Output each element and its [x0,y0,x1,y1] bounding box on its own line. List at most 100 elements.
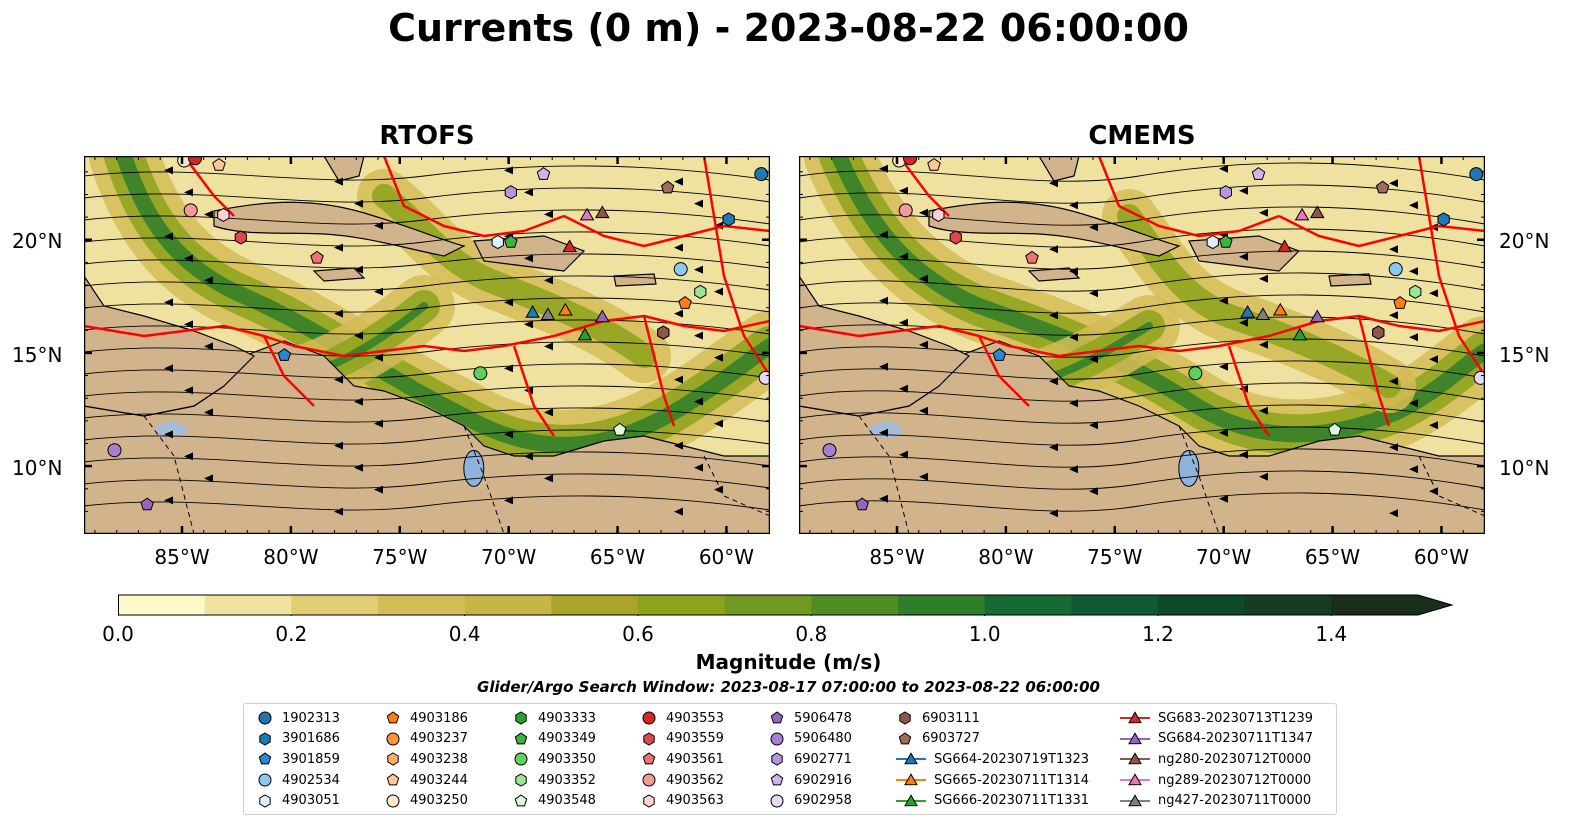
legend-symbol [643,794,655,808]
streamline-arrow [674,375,683,384]
legend-label: 3901859 [282,751,340,767]
marker-4903548 [1328,422,1342,436]
legend-marker [642,773,656,787]
marker-4903563 [932,207,945,222]
legend-label: SG666-20230711T1331 [934,793,1090,809]
streamline-arrow [164,364,173,373]
streamline-arrow [1069,465,1078,474]
marker-4903548 [613,422,627,436]
streamline-arrow [1239,186,1248,195]
streamline-arrow [1089,289,1098,298]
legend-label: 4903563 [666,793,724,809]
legend-entry: 6902958 [766,790,852,811]
streamline [799,228,1485,248]
legend-symbol [386,711,400,724]
marker-ng289-20230712T0000 [579,207,595,221]
legend-entry: ng280-20230712T0000 [1118,749,1313,770]
legend-symbol [642,773,656,787]
marker-4903350 [473,366,488,381]
streamline-arrow [1429,421,1438,430]
streamline-arrow [334,309,343,318]
streamline-arrow [1389,179,1398,188]
streamline-arrow [164,166,173,175]
streamline [799,382,1485,402]
legend-symbol [258,752,272,765]
legend-entry: 4903548 [510,790,596,811]
streamline [84,429,770,445]
streamline-arrow [524,188,533,197]
streamline-arrow [354,199,363,208]
legend-entry: 4903350 [510,749,596,770]
legend-symbol [770,773,784,786]
legend-entry: SG664-20230719T1323 [894,749,1089,770]
figure-title: Currents (0 m) - 2023-08-22 06:00:00 [388,6,1189,50]
legend-marker [386,732,400,746]
map-frame [84,156,770,534]
panel-title-rtofs: RTOFS [379,121,475,151]
streamline-arrow [899,252,908,261]
legend-label: ng280-20230712T0000 [1158,751,1312,767]
legend-label: 4903349 [538,731,596,747]
colorbar-segment [464,595,552,615]
streamline [84,451,770,467]
eez-boundary [382,156,565,238]
streamline [799,404,1485,424]
legend-column: 5906478 5906480 6902771 6902916 6902958 [766,708,852,811]
country-border [463,425,505,534]
marker-3901859 [277,348,292,361]
colorbar-segment [378,595,466,615]
legend-marker [904,793,918,806]
streamline [84,495,770,511]
legend-label: 5906480 [794,731,852,747]
marker-5906480 [822,443,837,458]
eez-boundary [183,156,235,217]
rtofs-current-map [84,156,770,534]
legend-label: 4903548 [538,793,596,809]
lon-tick-label: 65°W [1304,545,1361,569]
streamline-arrow [899,384,908,393]
streamline-arrow [544,342,553,351]
legend-marker [643,794,655,808]
current-jet-band [372,184,656,368]
marker-SG684-20230711T1347 [594,309,610,323]
legend-label: 4903562 [666,772,724,788]
legend-entry: 6903111 [894,708,1089,729]
lon-tick-label: 80°W [263,545,319,569]
legend-label: 4902534 [282,772,340,788]
marker-4903244 [927,157,941,171]
legend-symbol [386,794,400,808]
legend-marker [515,711,527,725]
streamline-arrow [919,340,928,349]
streamline-arrow [524,254,533,263]
legend-entry: 4903559 [638,729,724,750]
colorbar-extend-arrow [1418,595,1452,615]
legend-symbol [387,752,399,767]
streamline [84,297,770,313]
streamline-arrow [1389,311,1398,320]
streamline-arrow [334,375,343,384]
streamline-arrow [714,485,723,494]
streamline-arrow [1089,487,1098,496]
eez-boundary [1227,345,1271,437]
streamline [84,275,770,291]
lon-tick-label: 65°W [589,545,646,569]
legend-marker [259,732,271,746]
streamline [799,426,1485,446]
colorbar-segment [1158,595,1246,615]
streamline-arrow [714,353,723,362]
legend-label: ng289-20230712T0000 [1158,772,1312,788]
marker-6902958 [758,370,770,385]
marker-SG666-20230711T1331 [1292,327,1308,341]
lat-tick-20n-left: 20°N [12,229,63,253]
colorbar-segment [1331,595,1419,615]
legend-label: 5906478 [794,710,852,726]
colorbar-segment [118,595,206,615]
streamline-arrow [334,507,343,516]
colorbar-tick-label: 0.4 [448,622,481,646]
legend-marker [899,711,911,725]
lon-tick-label: 70°W [481,545,537,569]
colorbar-tick-label: 1.0 [968,622,1001,646]
marker-6902916 [536,166,551,180]
legend-entry: 4903237 [382,729,468,750]
streamline-arrow [919,472,928,481]
